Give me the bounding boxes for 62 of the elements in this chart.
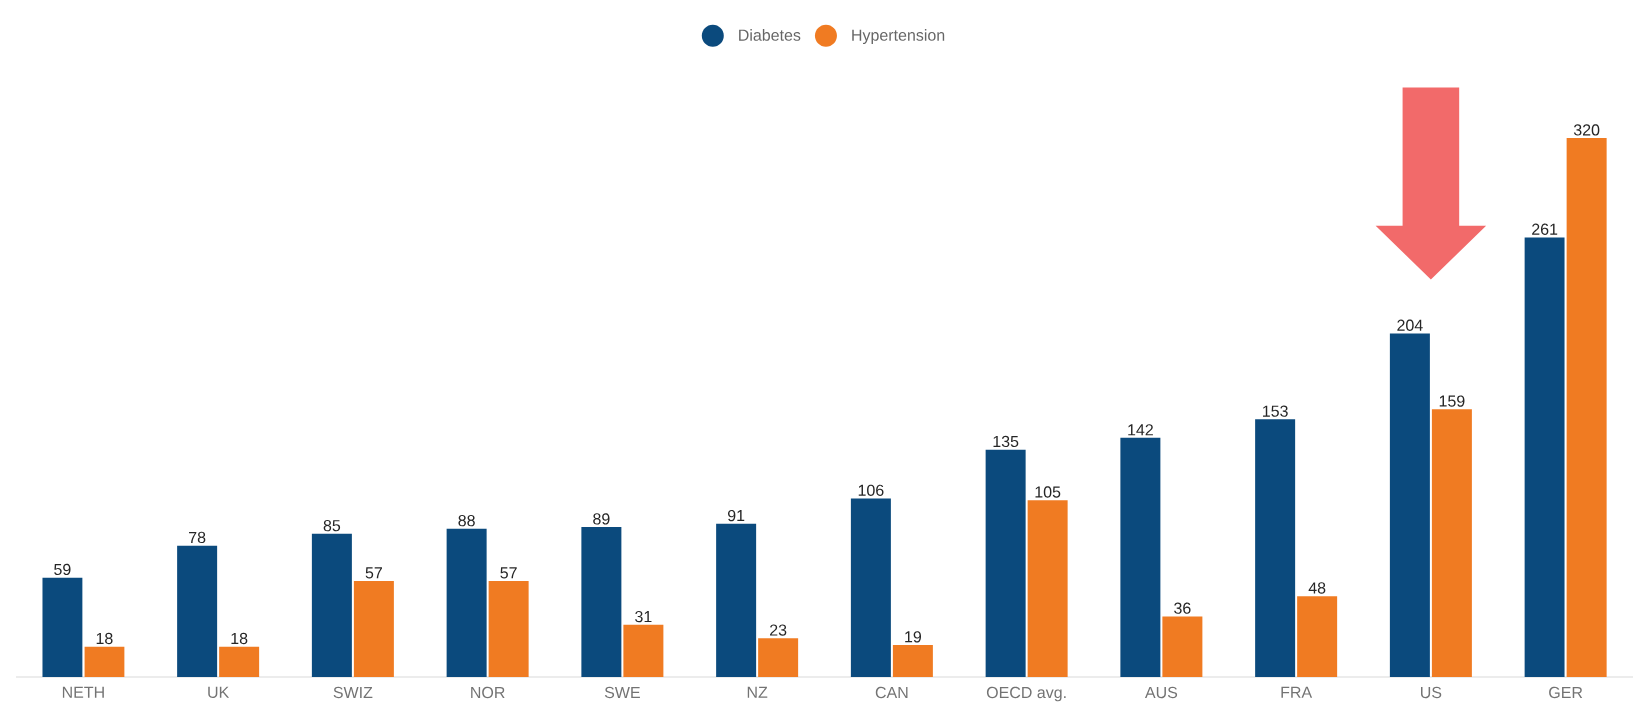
bar: [1120, 437, 1161, 677]
bar: [716, 523, 757, 677]
bar: [1389, 333, 1430, 677]
bar: [177, 545, 218, 677]
data-label: 36: [1174, 602, 1191, 614]
data-label: 89: [593, 513, 610, 525]
x-tick-label: OECD avg.: [986, 686, 1066, 702]
data-label: 18: [231, 632, 248, 645]
x-tick-label: UK: [208, 686, 230, 698]
bar: [623, 624, 664, 677]
bar: [446, 528, 487, 677]
bar: [1297, 596, 1338, 677]
data-label: 204: [1397, 319, 1423, 331]
data-label: 18: [96, 632, 113, 645]
x-tick-label: AUS: [1144, 686, 1178, 699]
data-label: 105: [1035, 486, 1061, 498]
data-label: 91: [727, 509, 745, 522]
bar: [1255, 419, 1296, 677]
bar: [219, 646, 260, 677]
x-tick-label: SWIZ: [333, 686, 373, 699]
x-tick-label: FRA: [1281, 686, 1313, 698]
data-label: 31: [635, 610, 652, 623]
data-label: 153: [1263, 405, 1288, 417]
bar: [1524, 237, 1565, 677]
x-tick-label: US: [1421, 686, 1442, 699]
bar: [1027, 500, 1068, 677]
bar: [892, 645, 933, 677]
data-label: 59: [54, 563, 71, 576]
x-tick-label: NETH: [62, 686, 104, 698]
bar: [311, 533, 352, 677]
data-label: 57: [500, 567, 517, 579]
bar: [353, 581, 394, 677]
data-label: 142: [1128, 424, 1153, 436]
data-label: 48: [1308, 582, 1326, 594]
bar: [985, 449, 1026, 677]
data-label: 85: [323, 520, 341, 532]
x-tick-label: NOR: [471, 686, 505, 699]
legend-label: Hypertension: [852, 29, 945, 44]
bar: [758, 638, 799, 677]
x-tick-label: GER: [1549, 686, 1583, 699]
bar: [1431, 409, 1472, 677]
data-label: 320: [1573, 124, 1600, 136]
data-label: 159: [1439, 395, 1465, 407]
data-label: 88: [458, 514, 475, 527]
bar: [581, 527, 622, 677]
bar: [42, 577, 83, 677]
bar: [1566, 138, 1607, 677]
data-label: 78: [189, 531, 206, 544]
data-label: 57: [365, 567, 382, 579]
x-tick-label: CAN: [875, 686, 908, 699]
x-tick-label: SWE: [604, 686, 640, 699]
bar: [84, 646, 125, 677]
bar: [488, 581, 529, 677]
data-label: 106: [858, 484, 884, 496]
data-label: 261: [1532, 223, 1558, 235]
bar: [850, 498, 891, 677]
legend-label: Diabetes: [739, 29, 801, 41]
data-label: 135: [993, 435, 1019, 448]
x-tick-label: NZ: [747, 686, 768, 698]
bar: [1162, 616, 1203, 677]
data-label: 19: [905, 631, 922, 643]
data-label: 23: [770, 624, 787, 636]
